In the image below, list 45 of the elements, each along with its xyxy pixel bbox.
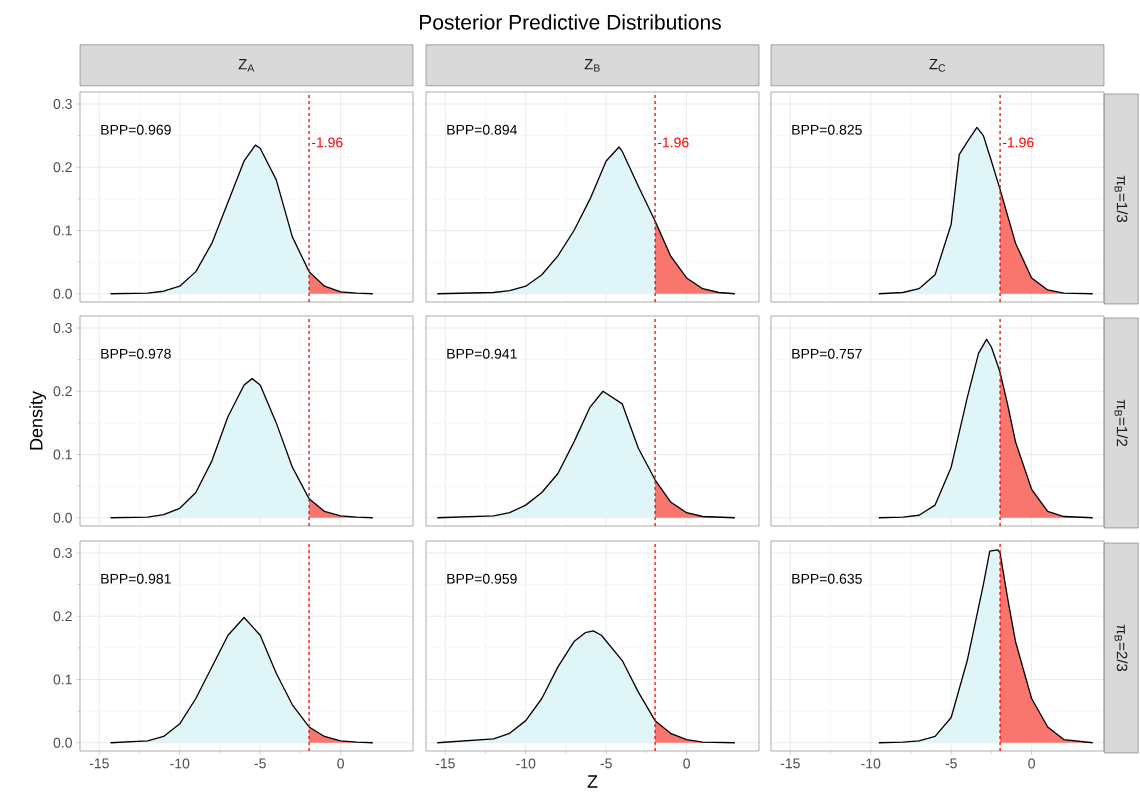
x-tick-label: -10 [516, 758, 536, 769]
annotation: BPP=0.959 [447, 573, 517, 584]
text: Posterior Predictive Distributions [420, 14, 721, 30]
y-tick-label: 0.2 [53, 611, 72, 622]
annotation: BPP=0.894 [447, 124, 517, 135]
y-tick-label: 0.2 [53, 162, 72, 173]
chart-title: Z$_{B}$ [584, 59, 600, 72]
annotation: BPP=0.969 [101, 124, 171, 135]
ref-line-label: -1.96 [657, 137, 689, 148]
annotation: BPP=0.978 [101, 348, 171, 359]
x-axis-title: Z [587, 775, 598, 788]
x-tick-label: -15 [435, 758, 455, 769]
chart-title: Z$_{A}$ [238, 59, 255, 72]
x-tick-label: -10 [170, 758, 190, 769]
x-tick-label: -15 [780, 758, 800, 769]
y2-axis-title: π$_{B}$=1/2 [1114, 399, 1128, 446]
x-tick-label: -5 [254, 758, 266, 769]
y-tick-label: 0.1 [53, 674, 72, 685]
y2-axis-title: π$_{B}$=2/3 [1114, 624, 1128, 672]
annotation: BPP=0.981 [101, 573, 171, 584]
y-tick-label: 0.0 [53, 288, 72, 299]
annotation: BPP=0.757 [792, 348, 862, 359]
x-tick-label: -10 [861, 758, 881, 769]
x-tick-label: -5 [600, 758, 612, 769]
annotation: BPP=0.825 [792, 124, 862, 135]
y-axis-title: Density [29, 391, 47, 450]
y-tick-label: 0.0 [53, 512, 72, 523]
ref-line-label: -1.96 [311, 137, 343, 148]
annotation: BPP=0.635 [792, 573, 862, 584]
y-tick-label: 0.1 [53, 225, 72, 236]
y-tick-label: 0.1 [53, 449, 72, 460]
y-tick-label: 0.3 [53, 99, 72, 109]
y-tick-label: 0.0 [53, 737, 72, 748]
x-tick-label: -15 [89, 758, 109, 769]
annotation: BPP=0.941 [447, 348, 517, 359]
chart-title: Z$_{C}$ [929, 58, 946, 72]
y-tick-label: 0.3 [53, 548, 72, 558]
y2-axis-title: π$_{B}$=1/3 [1114, 175, 1128, 223]
x-tick-label: 0 [683, 758, 690, 769]
y-tick-label: 0.3 [53, 323, 72, 333]
ref-line-label: -1.96 [1002, 137, 1034, 148]
x-tick-label: 0 [337, 758, 344, 769]
y-tick-label: 0.2 [53, 386, 72, 397]
x-tick-label: 0 [1028, 758, 1035, 769]
x-tick-label: -5 [945, 758, 957, 769]
